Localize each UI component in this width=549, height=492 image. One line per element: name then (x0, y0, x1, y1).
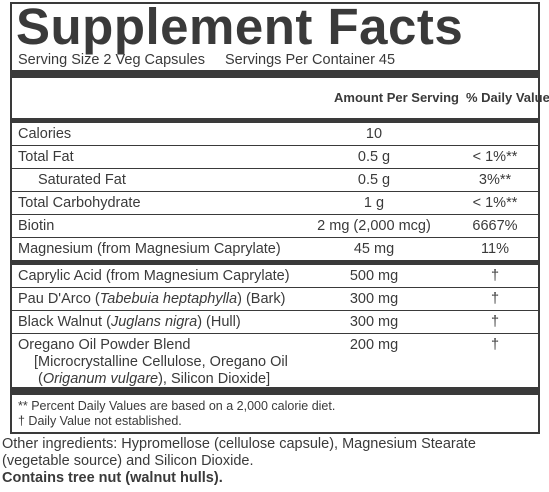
name-part: Black Walnut ( (18, 314, 111, 330)
amount: 0.5 g (357, 149, 391, 165)
name-text: Oregano Oil Powder Blend (18, 337, 191, 353)
daily-value (452, 123, 538, 145)
amount: 300 mg (349, 314, 399, 330)
servings-per-container: Servings Per Container 45 (225, 52, 396, 68)
name-part: ) (Hull) (197, 314, 241, 330)
serving-size: Serving Size 2 Veg Capsules (18, 52, 205, 68)
column-header: Amount Per Serving % Daily Value (12, 78, 549, 118)
allergen-statement: Contains tree nut (walnut hulls). (2, 470, 223, 486)
nutrient-groups: Calories 10 Total Fat 0.5 g < 1%** Saturated … (12, 118, 538, 387)
thick-rule (12, 260, 538, 265)
name-text: Calories (18, 126, 72, 142)
italic-name: Juglans nigra (110, 314, 198, 330)
name-text: Total Fat (18, 149, 74, 165)
nutrient-row: Total Carbohydrate 1 g < 1%** (12, 191, 538, 214)
daily-value: 6667% (472, 218, 518, 234)
serving-info: Serving Size 2 Veg Capsules Servings Per … (12, 50, 538, 70)
dv-header: % Daily Value (466, 90, 549, 105)
nutrient-name: Calories (12, 123, 296, 145)
name-text: Caprylic Acid (from Magnesium Caprylate) (18, 268, 290, 284)
thick-rule (12, 118, 538, 123)
amount-header: Amount Per Serving (334, 90, 459, 105)
amount: 500 mg (349, 268, 399, 284)
daily-value: < 1%** (472, 149, 518, 165)
detail-line: [Microcrystalline Cellulose, Oregano Oil (18, 354, 296, 371)
daily-value: † (490, 337, 500, 353)
amount: 45 mg (353, 241, 395, 257)
detail-line: (Origanum vulgare), Silicon Dioxide] (18, 371, 296, 388)
nutrient-row: Calories 10 (12, 123, 538, 145)
amount: 1 g (363, 195, 385, 211)
italic-name: Origanum vulgare (42, 371, 159, 387)
name-part: ) (Bark) (237, 291, 286, 307)
footnote: ** Percent Daily Values are based on a 2… (18, 399, 336, 413)
name-part: Pau D'Arco ( (18, 291, 100, 307)
name-line: Saturated Fat (38, 169, 296, 191)
nutrient-name: Total Fat (12, 146, 296, 168)
daily-value: 3%** (478, 172, 512, 188)
daily-value: † (490, 291, 500, 307)
italic-name: Tabebuia heptaphylla (99, 291, 238, 307)
name-line: Black Walnut (Juglans nigra) (Hull) (18, 311, 296, 333)
nutrient-row: Oregano Oil Powder Blend [Microcrystallin… (12, 333, 538, 387)
name-line: Total Fat (18, 146, 296, 168)
nutrient-name: Black Walnut (Juglans nigra) (Hull) (12, 311, 296, 333)
thick-rule (12, 387, 538, 395)
name-line: Pau D'Arco (Tabebuia heptaphylla) (Bark) (18, 288, 296, 310)
amount: 0.5 g (357, 172, 391, 188)
name-line: Calories (18, 123, 296, 145)
nutrient-name: Total Carbohydrate (12, 192, 296, 214)
nutrient-name: Biotin (12, 215, 296, 237)
name-line: Oregano Oil Powder Blend (18, 337, 296, 354)
name-line: Total Carbohydrate (18, 192, 296, 214)
amount: 200 mg (349, 337, 399, 353)
name-part: [Microcrystalline Cellulose, Oregano Oil (34, 354, 288, 370)
name-text: Biotin (18, 218, 55, 234)
thick-rule (12, 70, 538, 78)
panel-title: Supplement Facts (16, 0, 464, 55)
name-line: Biotin (18, 215, 296, 237)
nutrient-row: Black Walnut (Juglans nigra) (Hull) 300 m… (12, 310, 538, 333)
daily-value: † (490, 314, 500, 330)
nutrient-row: Total Fat 0.5 g < 1%** (12, 145, 538, 168)
footnote: † Daily Value not established. (18, 414, 182, 428)
amount: 2 mg (2,000 mcg) (317, 218, 431, 234)
name-line: Caprylic Acid (from Magnesium Caprylate) (18, 265, 296, 287)
name-text: Saturated Fat (38, 172, 126, 188)
nutrient-name: Magnesium (from Magnesium Caprylate) (12, 238, 296, 260)
nutrient-name: Oregano Oil Powder Blend [Microcrystallin… (12, 337, 296, 387)
nutrient-name: Pau D'Arco (Tabebuia heptaphylla) (Bark) (12, 288, 296, 310)
other-ingredients: Other ingredients: Hypromellose (cellulo… (2, 436, 476, 469)
name-part: ( (38, 371, 43, 387)
daily-value: † (490, 268, 500, 284)
amount: 10 (365, 126, 383, 142)
facts-panel: Supplement Facts Serving Size 2 Veg Caps… (10, 0, 549, 434)
name-line: Magnesium (from Magnesium Caprylate) (18, 238, 296, 260)
daily-value: < 1%** (472, 195, 518, 211)
nutrient-name: Saturated Fat (12, 169, 296, 191)
other-info: Other ingredients: Hypromellose (cellulo… (2, 436, 547, 487)
nutrient-row: Pau D'Arco (Tabebuia heptaphylla) (Bark)… (12, 287, 538, 310)
daily-value: 11% (481, 241, 509, 257)
nutrient-row: Saturated Fat 0.5 g 3%** (12, 168, 538, 191)
name-text: Magnesium (from Magnesium Caprylate) (18, 241, 281, 257)
name-text: Total Carbohydrate (18, 195, 141, 211)
nutrient-row: Biotin 2 mg (2,000 mcg) 6667% (12, 214, 538, 237)
nutrient-row: Caprylic Acid (from Magnesium Caprylate)… (12, 265, 538, 287)
nutrient-name: Caprylic Acid (from Magnesium Caprylate) (12, 265, 296, 287)
footnotes: ** Percent Daily Values are based on a 2… (12, 395, 538, 432)
name-part: ), Silicon Dioxide] (158, 371, 271, 387)
nutrient-row: Magnesium (from Magnesium Caprylate) 45 m… (12, 237, 538, 260)
amount: 300 mg (349, 291, 399, 307)
